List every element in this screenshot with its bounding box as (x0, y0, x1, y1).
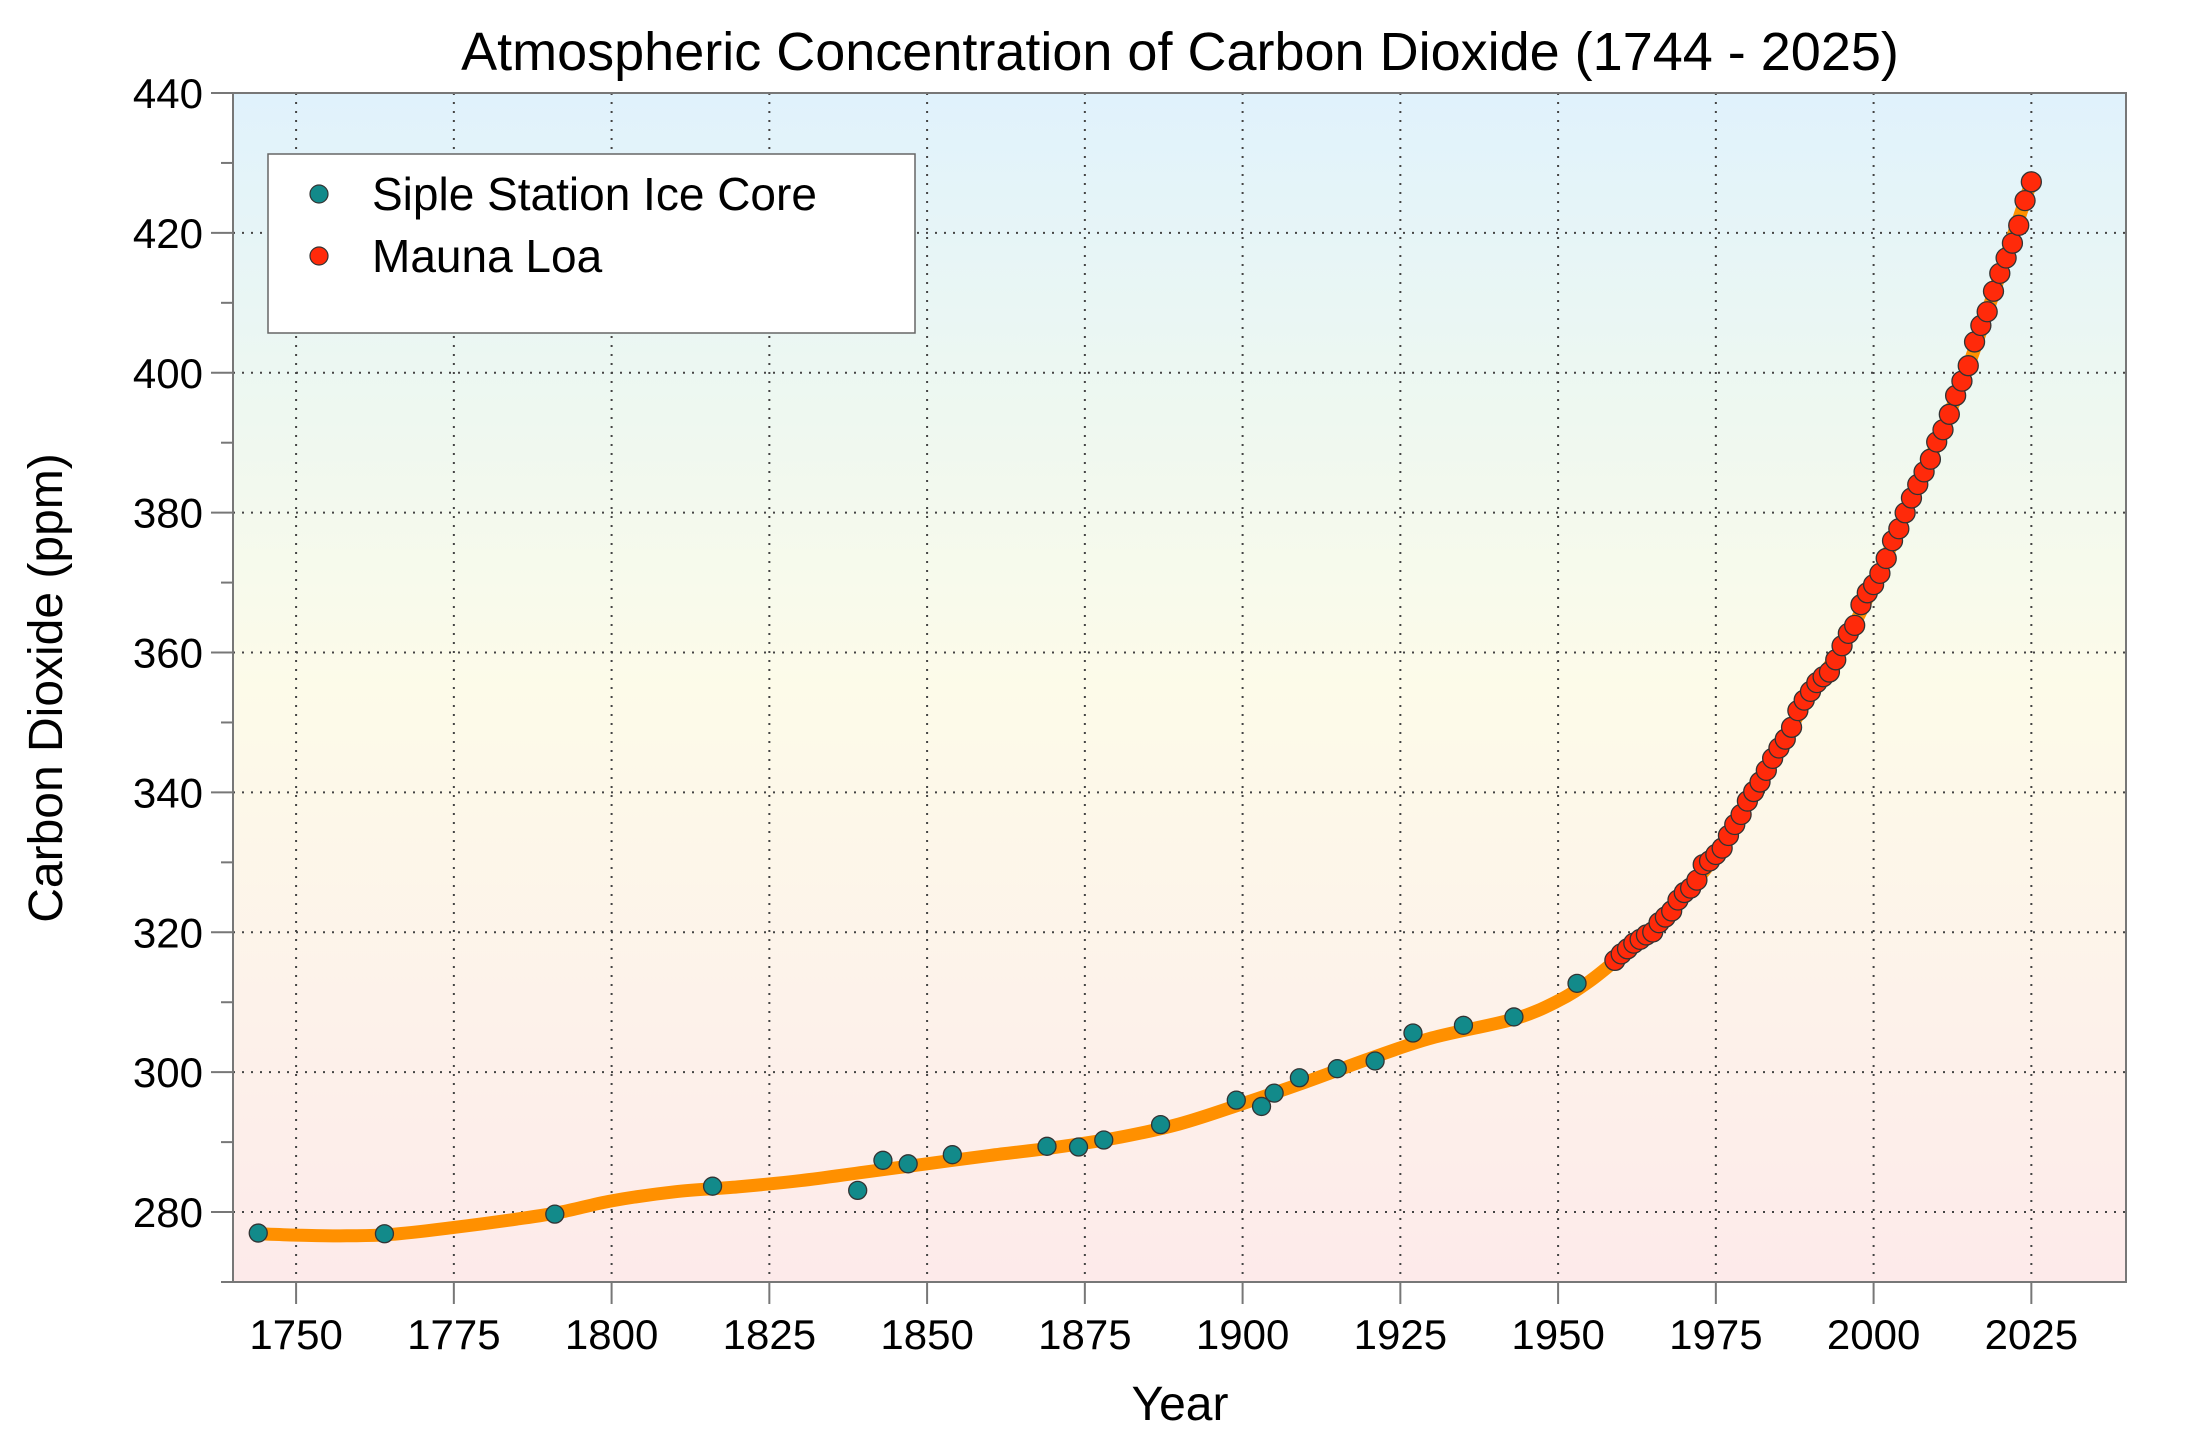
legend-box (267, 153, 916, 334)
y-axis: 280 300 320 340 360 380 400 420 440 (133, 70, 233, 1283)
ice-core-point (1264, 1083, 1284, 1103)
y-axis-label: Carbon Dioxide (ppm) (20, 453, 73, 923)
x-axis: 1750 1775 1800 1825 1850 1875 1900 1925 1950 1975… (249, 1282, 2078, 1358)
ice-core-point (1226, 1090, 1246, 1110)
ice-core-point (1251, 1096, 1272, 1117)
ice-core-point (545, 1204, 565, 1224)
legend-label-mauna-loa: Mauna Loa (372, 230, 603, 282)
mauna-loa-point (1938, 403, 1960, 425)
mauna-loa-point (1976, 301, 1998, 323)
x-tick-label: 2000 (1827, 1311, 1920, 1358)
x-tick-label: 1825 (723, 1311, 816, 1358)
x-tick-label: 1750 (249, 1311, 342, 1358)
x-tick-label: 1800 (565, 1311, 658, 1358)
ice-core-point (1327, 1059, 1347, 1079)
y-tick-label: 360 (133, 630, 203, 677)
plot-frame (232, 92, 2127, 1283)
y-tick-label: 300 (133, 1049, 203, 1096)
x-tick-label: 1925 (1354, 1311, 1447, 1358)
mauna-loa-point (2014, 189, 2036, 212)
mauna-loa-point (1957, 355, 1979, 377)
ice-core-point (702, 1176, 723, 1196)
x-tick-label: 2025 (1985, 1311, 2078, 1358)
mauna-loa-point (1875, 547, 1897, 570)
ice-core-point (1403, 1023, 1423, 1043)
y-tick-label: 280 (133, 1189, 203, 1236)
mauna-loa-point (2008, 214, 2030, 236)
ice-core-point (1504, 1007, 1524, 1027)
mauna-loa-point (2020, 171, 2042, 193)
ice-core-point (374, 1224, 395, 1244)
legend-marker-mauna-loa (309, 246, 329, 266)
mauna-loa-point (1982, 280, 2005, 302)
y-tick-label: 320 (133, 909, 203, 956)
legend-marker-ice-core (309, 184, 329, 204)
y-tick-label: 420 (133, 210, 203, 257)
y-tick-label: 440 (133, 70, 203, 117)
mauna-loa-point (1844, 614, 1866, 637)
x-tick-label: 1875 (1038, 1311, 1131, 1358)
x-tick-label: 1975 (1669, 1311, 1762, 1358)
ice-core-point (1567, 973, 1587, 994)
ice-core-point (1453, 1015, 1474, 1035)
ice-core-point (248, 1223, 268, 1243)
ice-core-point (1094, 1130, 1114, 1150)
x-tick-label: 1900 (1196, 1311, 1289, 1358)
y-tick-label: 400 (133, 350, 203, 397)
y-tick-label: 380 (133, 490, 203, 537)
legend: Siple Station Ice Core Mauna Loa (267, 153, 916, 334)
legend-label-ice-core: Siple Station Ice Core (372, 168, 817, 220)
ice-core-point (848, 1180, 868, 1201)
ice-core-point (898, 1154, 918, 1174)
ice-core-point (942, 1145, 962, 1165)
mauna-loa-point (2001, 232, 2024, 254)
x-tick-label: 1850 (880, 1311, 973, 1358)
chart-title: Atmospheric Concentration of Carbon Diox… (461, 22, 1899, 82)
ice-core-point (1068, 1137, 1089, 1157)
x-axis-label: Year (1132, 1378, 1229, 1431)
ice-core-point (1150, 1114, 1171, 1135)
ice-core-point (1365, 1051, 1385, 1071)
ice-core-point (1037, 1136, 1057, 1156)
x-tick-label: 1775 (407, 1311, 500, 1358)
ice-core-point (1289, 1068, 1310, 1088)
y-tick-label: 340 (133, 769, 203, 816)
x-tick-label: 1950 (1511, 1311, 1604, 1358)
ice-core-point (873, 1150, 893, 1170)
